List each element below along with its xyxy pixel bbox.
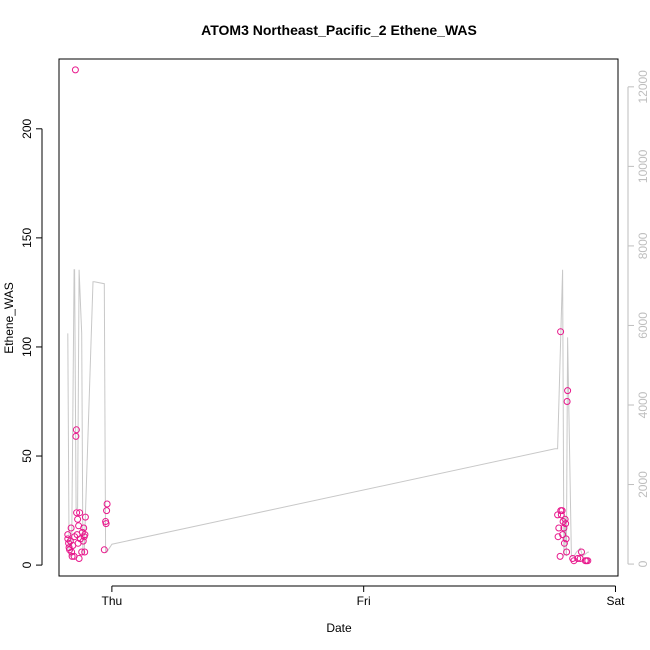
data-point [557, 511, 565, 519]
data-point [67, 524, 75, 532]
y2-tick-label: 10000 [636, 149, 650, 183]
data-point [71, 66, 79, 74]
data-point [578, 548, 585, 556]
data-point [554, 533, 562, 541]
data-point [103, 500, 111, 508]
data-point [558, 507, 566, 515]
data-point [562, 520, 570, 528]
chart-title: ATOM3 Northeast_Pacific_2 Ethene_WAS [201, 22, 477, 38]
y-tick-label: 0 [20, 561, 34, 568]
data-point [73, 509, 81, 517]
y2-tick-label: 8000 [636, 232, 650, 259]
data-point [560, 524, 568, 532]
data-point [100, 546, 108, 554]
x-axis-label: Date [326, 621, 352, 635]
data-point [574, 555, 582, 562]
data-point [81, 513, 89, 521]
y2-tick-label: 0 [636, 560, 650, 567]
data-point [65, 539, 73, 547]
data-point [72, 432, 80, 440]
data-point [560, 539, 568, 547]
y-axis-label: Ethene_WAS [2, 282, 16, 354]
y2-tick-label: 2000 [636, 471, 650, 498]
y2-tick-label: 4000 [636, 391, 650, 418]
data-points-group [64, 66, 592, 565]
data-point [76, 509, 84, 517]
data-point [81, 531, 89, 539]
data-point [559, 531, 567, 539]
data-point [563, 398, 571, 405]
data-point [75, 555, 83, 562]
data-point [561, 515, 569, 523]
data-point [74, 515, 82, 523]
y-tick-label: 150 [20, 228, 34, 248]
data-point [64, 531, 72, 539]
data-point [78, 548, 86, 556]
data-point [79, 537, 87, 545]
data-point [81, 548, 89, 556]
y-tick-label: 200 [20, 118, 34, 138]
y-tick-label: 100 [20, 337, 34, 357]
data-point [103, 507, 111, 515]
data-point [563, 548, 571, 556]
data-point [68, 552, 76, 560]
axes-group: 050100150200020004000600080001000012000T… [20, 58, 650, 608]
y2-tick-label: 6000 [636, 312, 650, 339]
plot-frame [58, 58, 619, 577]
y2-tick-label: 12000 [636, 70, 650, 104]
data-point [557, 328, 565, 336]
data-point [555, 524, 563, 532]
data-point [564, 387, 572, 395]
data-point [562, 535, 570, 543]
data-point [72, 426, 80, 434]
data-point [570, 557, 578, 565]
x-tick-label: Thu [102, 594, 123, 608]
y-tick-label: 50 [20, 449, 34, 463]
data-point [556, 552, 564, 560]
x-tick-label: Sat [606, 594, 625, 608]
data-point [80, 524, 88, 532]
x-tick-label: Fri [357, 594, 371, 608]
data-point [102, 520, 110, 528]
data-point [584, 557, 592, 565]
